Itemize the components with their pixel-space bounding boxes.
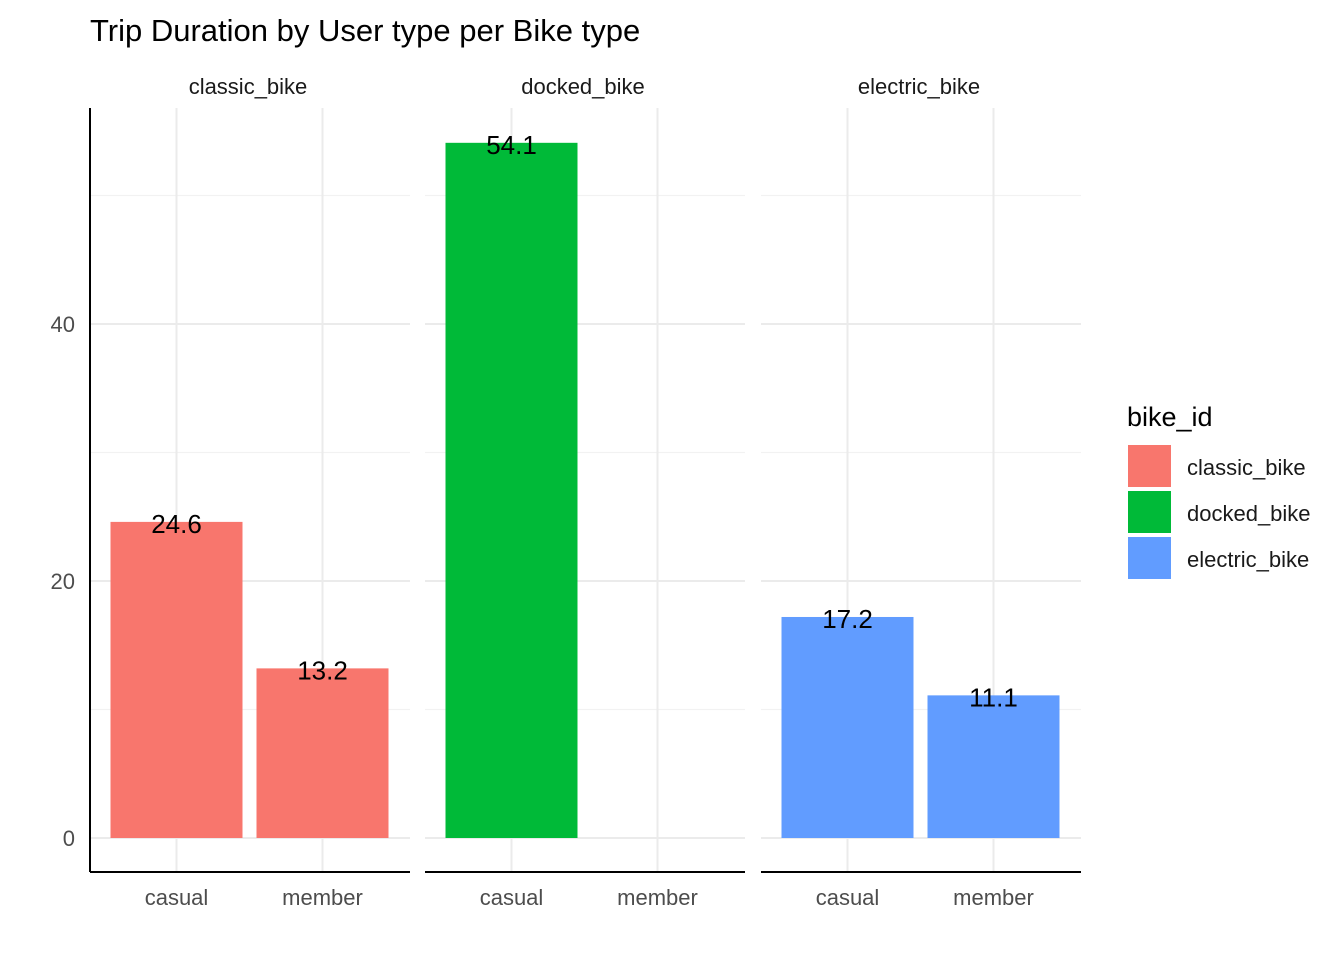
bar-electric_bike-casual (781, 616, 914, 838)
data-label-classic_bike-member: 13.2 (297, 655, 348, 685)
bar-classic_bike-casual (110, 521, 243, 838)
y-tick-label: 0 (63, 826, 75, 851)
x-tick-label-casual: casual (816, 885, 880, 910)
x-tick-label-member: member (282, 885, 363, 910)
legend-swatch-classic_bike (1128, 445, 1171, 487)
bar-classic_bike-member (256, 668, 389, 838)
facet-strip-label: electric_bike (858, 74, 980, 99)
bar-electric_bike-member (927, 695, 1060, 838)
legend-swatch-docked_bike (1128, 491, 1171, 533)
x-tick-label-casual: casual (145, 885, 209, 910)
data-label-electric_bike-member: 11.1 (969, 682, 1018, 712)
facet-strip-label: docked_bike (521, 74, 645, 99)
facet-panel-electric_bike: 17.2 11.1 casual member electric_bike (761, 74, 1081, 910)
x-tick-label-member: member (617, 885, 698, 910)
x-tick-label-casual: casual (480, 885, 544, 910)
legend-swatch-electric_bike (1128, 537, 1171, 579)
y-tick-label: 20 (51, 569, 75, 594)
y-tick-label: 40 (51, 312, 75, 337)
chart-title: Trip Duration by User type per Bike type (90, 13, 640, 48)
facet-panel-classic_bike: 24.6 13.2 casual member classic_bike (90, 74, 410, 910)
bar-docked_bike-casual (445, 142, 578, 838)
data-label-electric_bike-casual: 17.2 (822, 604, 873, 634)
data-label-docked_bike-casual: 54.1 (486, 130, 537, 160)
facet-panel-docked_bike: 54.1 casual member docked_bike (425, 74, 745, 910)
legend-label-electric_bike: electric_bike (1187, 547, 1309, 572)
facet-strip-label: classic_bike (189, 74, 308, 99)
legend-label-docked_bike: docked_bike (1187, 501, 1311, 526)
data-label-classic_bike-casual: 24.6 (151, 509, 202, 539)
legend: bike_id classic_bike docked_bike electric_… (1127, 402, 1311, 579)
plot-area: 24.6 13.2 casual member classic_bike 54.1 casu… (51, 74, 1081, 910)
legend-title: bike_id (1127, 402, 1213, 432)
legend-label-classic_bike: classic_bike (1187, 455, 1306, 480)
x-tick-label-member: member (953, 885, 1034, 910)
